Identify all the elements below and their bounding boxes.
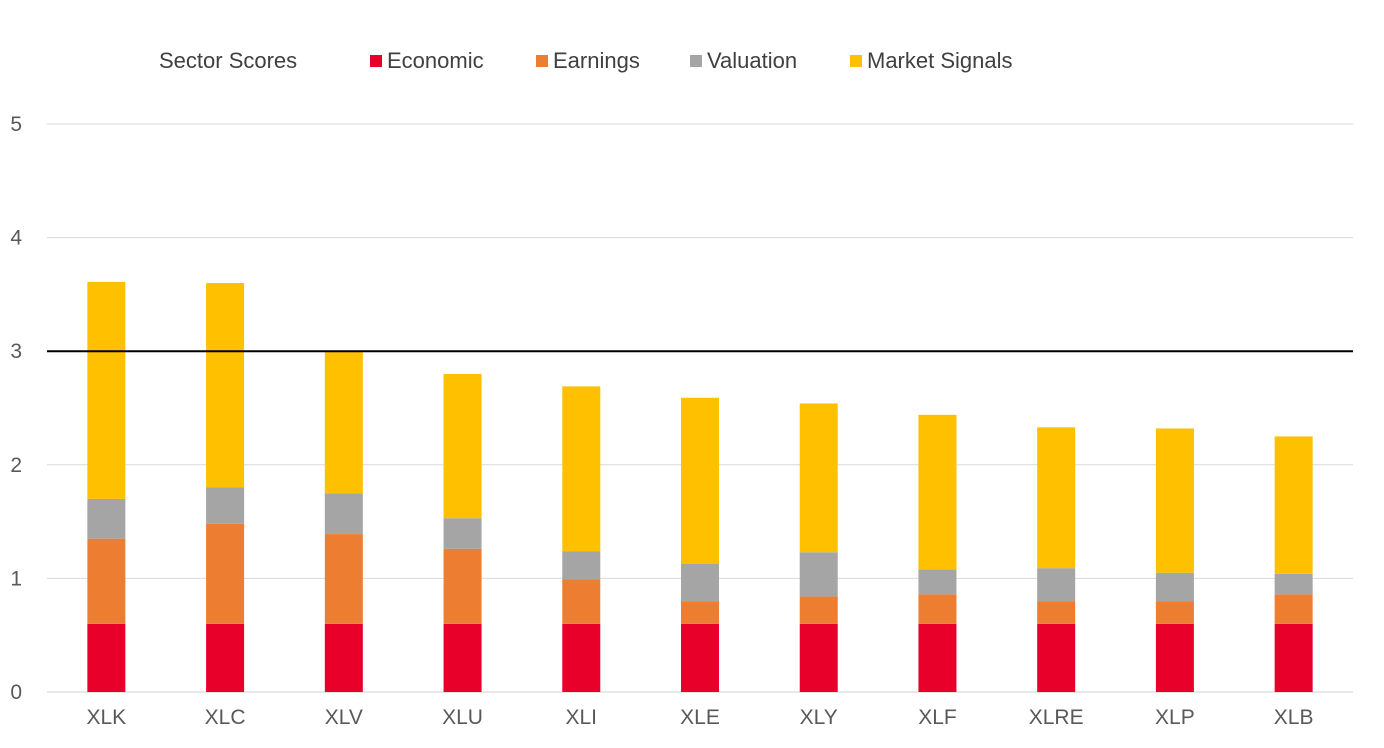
legend-swatch xyxy=(850,55,862,67)
bar-segment-economic xyxy=(799,623,838,692)
y-tick-label: 0 xyxy=(10,681,22,704)
x-tick-label: XLF xyxy=(918,706,957,729)
legend-swatch xyxy=(370,55,382,67)
bar-segment-economic xyxy=(918,623,957,692)
legend-label: Valuation xyxy=(707,48,797,73)
bar-segment-valuation xyxy=(1155,572,1194,602)
bar-segment-valuation xyxy=(443,518,482,549)
bar-segment-earnings xyxy=(206,523,245,624)
legend-swatch xyxy=(690,55,702,67)
bar-segment-market-signals xyxy=(799,403,838,553)
x-tick-label: XLRE xyxy=(1029,706,1084,729)
legend-label: Economic xyxy=(387,48,484,73)
bar-segment-economic xyxy=(324,623,363,692)
bar-segment-market-signals xyxy=(918,414,957,570)
x-tick-label: XLU xyxy=(442,706,483,729)
x-tick-label: XLE xyxy=(680,706,720,729)
bar-segment-earnings xyxy=(1274,594,1313,624)
legend-swatch xyxy=(536,55,548,67)
bar-segment-valuation xyxy=(324,493,363,535)
bar-segment-earnings xyxy=(562,579,601,624)
bar-segment-earnings xyxy=(799,596,838,624)
y-tick-label: 1 xyxy=(10,567,22,590)
legend-title: Sector Scores xyxy=(159,48,297,73)
bar-segment-economic xyxy=(1155,623,1194,692)
x-tick-label: XLK xyxy=(87,706,127,729)
y-tick-label: 3 xyxy=(10,340,22,363)
bar-segment-valuation xyxy=(1037,568,1076,602)
bar-segment-economic xyxy=(681,623,719,692)
y-tick-label: 2 xyxy=(10,454,22,477)
bar-segment-market-signals xyxy=(87,281,126,499)
bar-segment-market-signals xyxy=(1037,427,1076,569)
bar-segment-valuation xyxy=(799,552,838,597)
bar-segment-economic xyxy=(562,623,601,692)
y-tick-label: 4 xyxy=(10,227,22,250)
bar-segment-earnings xyxy=(1155,601,1194,624)
bar-segment-market-signals xyxy=(681,397,719,564)
bar-segment-market-signals xyxy=(562,386,601,552)
bar-segment-earnings xyxy=(443,548,482,624)
bar-segment-market-signals xyxy=(1274,436,1313,574)
bar-segment-earnings xyxy=(324,534,363,624)
bar-segment-valuation xyxy=(918,569,957,595)
bar-segment-economic xyxy=(443,623,482,692)
legend-label: Earnings xyxy=(553,48,640,73)
x-tick-label: XLY xyxy=(800,706,838,729)
bar-segment-economic xyxy=(206,623,245,692)
bar-segment-earnings xyxy=(918,594,957,624)
bar-segment-market-signals xyxy=(324,351,363,494)
x-tick-label: XLP xyxy=(1155,706,1195,729)
bar-segment-market-signals xyxy=(206,283,245,488)
bars xyxy=(87,281,1313,692)
bar-segment-market-signals xyxy=(1155,428,1194,573)
bar-segment-earnings xyxy=(1037,601,1076,624)
bar-segment-valuation xyxy=(681,563,719,602)
bar-segment-valuation xyxy=(206,487,245,524)
legend-label: Market Signals xyxy=(867,48,1013,73)
bar-segment-economic xyxy=(87,623,126,692)
y-tick-label: 5 xyxy=(10,113,22,136)
x-tick-label: XLC xyxy=(205,706,246,729)
bar-segment-valuation xyxy=(1274,573,1313,595)
x-tick-label: XLI xyxy=(566,706,598,729)
bar-segment-economic xyxy=(1037,623,1076,692)
bar-segment-valuation xyxy=(562,551,601,580)
bar-segment-valuation xyxy=(87,498,126,539)
bar-segment-market-signals xyxy=(443,373,482,519)
bar-segment-economic xyxy=(1274,623,1313,692)
x-tick-label: XLB xyxy=(1274,706,1314,729)
axes: 0 1 2 3 4 5 XLK XLC XLV XLU XLI XLE XLY XLF XLRE XLP XLB xyxy=(10,113,1313,729)
legend: Sector Scores Economic Earnings Valuation M… xyxy=(159,48,1013,73)
bar-segment-earnings xyxy=(681,601,719,624)
bar-segment-earnings xyxy=(87,538,126,624)
x-tick-label: XLV xyxy=(325,706,363,729)
